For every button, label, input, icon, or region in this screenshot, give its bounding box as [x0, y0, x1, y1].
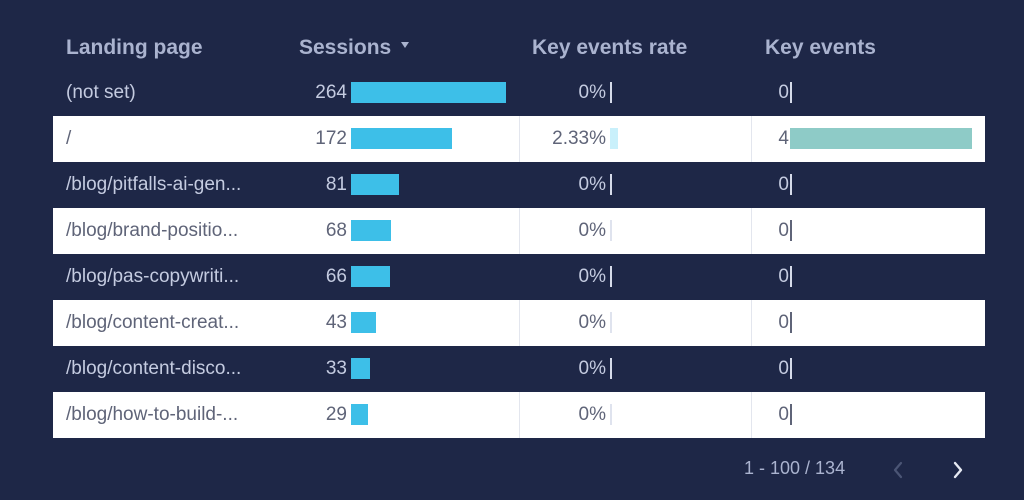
key-events-zero-tick [790, 266, 792, 287]
sessions-cell: 264 [315, 82, 347, 103]
sessions-bar [351, 174, 399, 195]
key-events-rate-zero-tick [610, 266, 612, 287]
column-divider [751, 116, 752, 162]
key-events-zero-tick [790, 358, 792, 379]
column-header-key-events-rate[interactable]: Key events rate [532, 36, 687, 60]
key-events-rate-bar [610, 128, 618, 149]
sessions-bar [351, 82, 506, 103]
table-row[interactable]: /blog/content-creat... 43 0% 0 [53, 300, 985, 346]
landing-page-cell: /blog/content-creat... [66, 312, 240, 333]
landing-page-cell: /blog/pas-copywriti... [66, 266, 240, 287]
landing-page-cell: (not set) [66, 82, 136, 103]
key-events-rate-cell: 2.33% [552, 128, 606, 149]
sessions-bar [351, 404, 368, 425]
table-row[interactable]: /blog/pitfalls-ai-gen... 81 0% 0 [53, 162, 985, 208]
key-events-bar [790, 128, 972, 149]
column-divider [519, 300, 520, 346]
key-events-rate-cell: 0% [578, 358, 606, 379]
sessions-bar [351, 220, 391, 241]
column-header-landing-page[interactable]: Landing page [66, 36, 203, 60]
sessions-bar [351, 312, 376, 333]
column-divider [751, 300, 752, 346]
key-events-rate-zero-tick [610, 404, 612, 425]
sessions-cell: 43 [325, 312, 347, 333]
table-row[interactable]: /blog/how-to-build-... 29 0% 0 [53, 392, 985, 438]
column-header-key-events[interactable]: Key events [765, 36, 876, 60]
chevron-left-icon [893, 461, 903, 479]
key-events-rate-cell: 0% [578, 82, 606, 103]
key-events-cell: 0 [778, 266, 789, 287]
sessions-bar [351, 266, 390, 287]
previous-page-button[interactable] [884, 456, 912, 484]
sessions-cell: 172 [315, 128, 347, 149]
landing-page-cell: / [66, 128, 72, 149]
key-events-rate-cell: 0% [578, 404, 606, 425]
key-events-rate-zero-tick [610, 174, 612, 195]
column-header-label: Key events rate [532, 36, 688, 59]
column-header-label: Landing page [66, 36, 203, 59]
landing-page-cell: /blog/how-to-build-... [66, 404, 239, 425]
key-events-rate-zero-tick [610, 220, 612, 241]
table-row[interactable]: /blog/brand-positio... 68 0% 0 [53, 208, 985, 254]
chevron-right-icon [953, 461, 963, 479]
sessions-cell: 66 [325, 266, 347, 287]
table-row[interactable]: (not set) 264 0% 0 [53, 70, 985, 116]
column-divider [519, 116, 520, 162]
pagination: 1 - 100 / 134 [0, 452, 1024, 488]
key-events-zero-tick [790, 174, 792, 195]
key-events-cell: 0 [778, 220, 789, 241]
key-events-rate-cell: 0% [578, 220, 606, 241]
column-divider [751, 392, 752, 438]
key-events-cell: 0 [778, 82, 789, 103]
sessions-bar [351, 358, 370, 379]
table-row[interactable]: / 172 2.33% 4 [53, 116, 985, 162]
key-events-cell: 0 [778, 312, 789, 333]
sort-descending-icon[interactable] [401, 42, 410, 49]
key-events-cell: 0 [778, 174, 789, 195]
key-events-zero-tick [790, 404, 792, 425]
key-events-rate-cell: 0% [578, 312, 606, 333]
key-events-rate-cell: 0% [578, 266, 606, 287]
landing-page-cell: /blog/brand-positio... [66, 220, 239, 241]
sessions-cell: 81 [325, 174, 347, 195]
column-header-sessions[interactable]: Sessions [299, 36, 410, 60]
key-events-cell: 4 [778, 128, 789, 149]
column-divider [751, 208, 752, 254]
table-row[interactable]: /blog/content-disco... 33 0% 0 [53, 346, 985, 392]
landing-page-cell: /blog/pitfalls-ai-gen... [66, 174, 242, 195]
key-events-cell: 0 [778, 358, 789, 379]
sessions-cell: 33 [325, 358, 347, 379]
key-events-zero-tick [790, 82, 792, 103]
sessions-cell: 29 [325, 404, 347, 425]
page-range-label: 1 - 100 / 134 [744, 458, 846, 478]
key-events-rate-cell: 0% [578, 174, 606, 195]
sessions-cell: 68 [325, 220, 347, 241]
key-events-rate-zero-tick [610, 358, 612, 379]
key-events-cell: 0 [778, 404, 789, 425]
column-divider [519, 392, 520, 438]
landing-page-cell: /blog/content-disco... [66, 358, 242, 379]
key-events-rate-zero-tick [610, 82, 612, 103]
table-header: Landing page Sessions Key events rate Ke… [0, 28, 1024, 72]
key-events-zero-tick [790, 312, 792, 333]
sessions-bar [351, 128, 452, 149]
column-header-label: Key events [765, 36, 876, 59]
table-row[interactable]: /blog/pas-copywriti... 66 0% 0 [53, 254, 985, 300]
column-header-label: Sessions [299, 36, 392, 59]
key-events-zero-tick [790, 220, 792, 241]
next-page-button[interactable] [944, 456, 972, 484]
column-divider [519, 208, 520, 254]
key-events-rate-zero-tick [610, 312, 612, 333]
